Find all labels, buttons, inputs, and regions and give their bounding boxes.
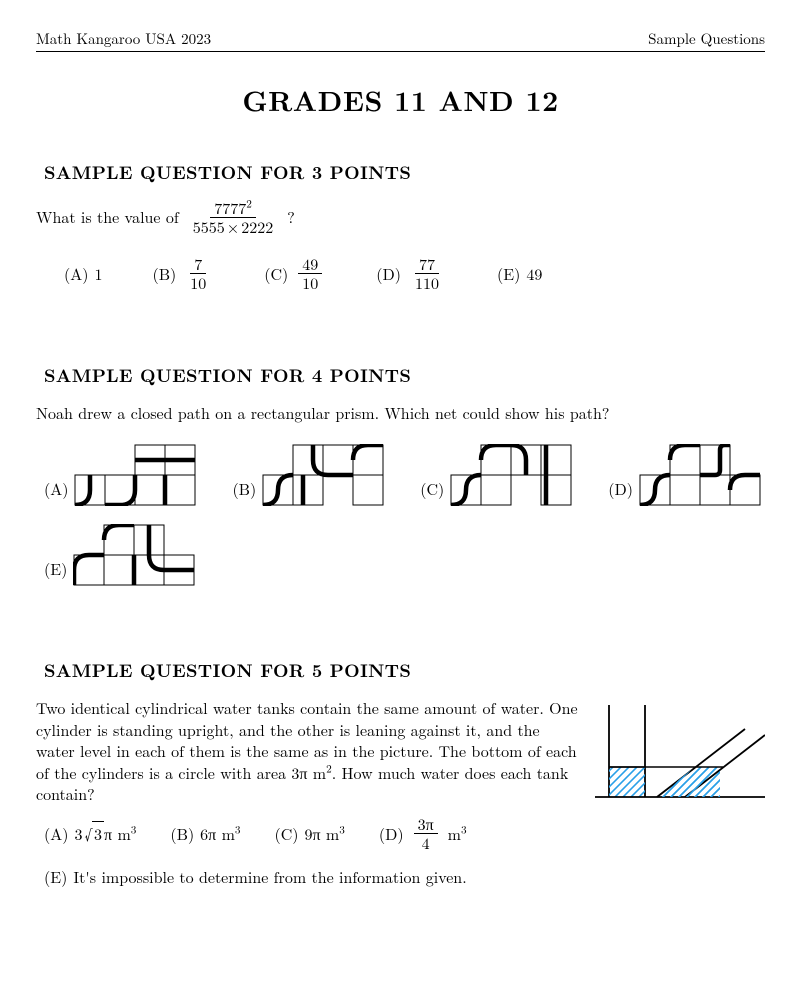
tail: π m: [104, 822, 131, 845]
q3-frac-den: 5555×2222: [189, 218, 277, 236]
q4-choice-c: (C): [420, 444, 572, 506]
choice-letter: (E): [497, 262, 520, 285]
q5-choice-c: (C) 9π m3: [275, 822, 345, 845]
choice-letter: (D): [608, 477, 633, 500]
net-svg: [74, 444, 196, 506]
choice-letter: (A): [44, 822, 68, 845]
q4-choice-d: (D): [608, 444, 761, 506]
choice-letter: (D): [379, 822, 404, 845]
question-4pt: SAMPLE QUESTION FOR 4 POINTS Noah drew a…: [36, 363, 765, 586]
net-svg: [262, 444, 384, 506]
choice-letter: (E): [44, 865, 67, 888]
choice-letter: (A): [64, 262, 88, 285]
times-symbol: ×: [225, 215, 241, 238]
q4-prompt: Noah drew a closed path on a rectangular…: [36, 402, 765, 424]
exp: 3: [339, 821, 345, 837]
q5-choices: (A) 33π m3 (B) 6π m3 (C) 9π m3 (D): [44, 815, 579, 888]
radicand: 3: [92, 821, 104, 845]
q3-frac-den-a: 5555: [193, 215, 225, 238]
q3-choices: (A) 1 (B) 7 10 (C) 49 10 (D) 77: [64, 255, 765, 291]
question-5pt: SAMPLE QUESTION FOR 5 POINTS Two identic…: [36, 658, 765, 888]
choice-letter: (B): [232, 477, 256, 500]
q3-prompt-prefix: What is the value of: [36, 206, 179, 228]
choice-letter: (C): [264, 262, 288, 285]
net-svg: [450, 444, 572, 506]
q4-choice-b: (B): [232, 444, 384, 506]
header-left: Math Kangaroo USA 2023: [36, 28, 211, 49]
choice-letter: (C): [275, 822, 299, 845]
choice-value: 49: [526, 262, 542, 285]
running-header: Math Kangaroo USA 2023 Sample Questions: [36, 28, 765, 52]
choice-letter: (E): [44, 557, 67, 580]
text: m: [448, 822, 461, 845]
frac-den: 4: [418, 834, 434, 852]
q4-choice-e: (E): [44, 524, 195, 586]
q3-choice-c: (C) 49 10: [264, 255, 326, 291]
q5-heading: SAMPLE QUESTION FOR 5 POINTS: [44, 658, 765, 683]
q3-prompt-suffix: ?: [287, 206, 295, 228]
choice-letter: (A): [44, 477, 68, 500]
coef: 3: [74, 822, 82, 845]
page-title: GRADES 11 AND 12: [36, 80, 765, 120]
q3-fraction: 77772 5555×2222: [189, 199, 277, 235]
tail: m3: [448, 822, 467, 845]
frac-den: 110: [411, 274, 443, 292]
frac-den: 10: [298, 274, 322, 292]
choice-letter: (D): [376, 262, 401, 285]
choice-value: 33π m3: [74, 821, 136, 845]
exp: 3: [235, 821, 241, 837]
q3-choice-a: (A) 1: [64, 262, 102, 285]
q4-choices: (A) (B) (C) (D) (E): [44, 444, 765, 586]
q3-choice-b: (B) 7 10: [152, 255, 214, 291]
exp: 3: [461, 821, 467, 837]
header-right: Sample Questions: [648, 28, 765, 49]
q5-prompt: Two identical cylindrical water tanks co…: [36, 697, 579, 805]
net-svg: [73, 524, 195, 586]
q3-prompt: What is the value of 77772 5555×2222 ?: [36, 199, 765, 235]
q4-heading: SAMPLE QUESTION FOR 4 POINTS: [44, 363, 765, 388]
q3-heading: SAMPLE QUESTION FOR 3 POINTS: [44, 160, 765, 185]
choice-letter: (B): [170, 822, 194, 845]
choice-value: It's impossible to determine from the in…: [73, 865, 466, 888]
q5-choice-e: (E) It's impossible to determine from th…: [44, 865, 579, 888]
frac-den: 10: [186, 274, 210, 292]
q5-row: Two identical cylindrical water tanks co…: [36, 697, 765, 888]
q3-choice-d: (D) 77 110: [376, 255, 447, 291]
text: 9π m: [305, 822, 340, 845]
question-3pt: SAMPLE QUESTION FOR 3 POINTS What is the…: [36, 160, 765, 291]
q5-figure: [595, 697, 765, 812]
cylinders-svg: [595, 697, 765, 807]
q3-frac-num-exp: 2: [246, 196, 252, 212]
choice-value: 1: [94, 262, 102, 285]
choice-letter: (B): [152, 262, 176, 285]
choice-value: 6π m3: [200, 822, 240, 845]
q5-text-col: Two identical cylindrical water tanks co…: [36, 697, 579, 888]
choice-fraction: 7 10: [186, 255, 210, 291]
choice-fraction: 3π 4: [414, 815, 438, 851]
q5-choice-d: (D) 3π 4 m3: [379, 815, 467, 851]
choice-fraction: 77 110: [411, 255, 443, 291]
q3-choice-e: (E) 49: [497, 262, 542, 285]
choice-letter: (C): [420, 477, 444, 500]
page: Math Kangaroo USA 2023 Sample Questions …: [0, 0, 801, 928]
exp: 3: [131, 822, 137, 838]
choice-value: 9π m3: [305, 822, 345, 845]
sqrt: 3: [82, 821, 104, 845]
text: 6π m: [200, 822, 235, 845]
q3-frac-den-b: 2222: [241, 215, 273, 238]
choice-fraction: 49 10: [298, 255, 322, 291]
net-svg: [639, 444, 761, 506]
q4-choice-a: (A): [44, 444, 196, 506]
q5-choice-b: (B) 6π m3: [170, 822, 240, 845]
q5-choice-a: (A) 33π m3: [44, 821, 136, 845]
